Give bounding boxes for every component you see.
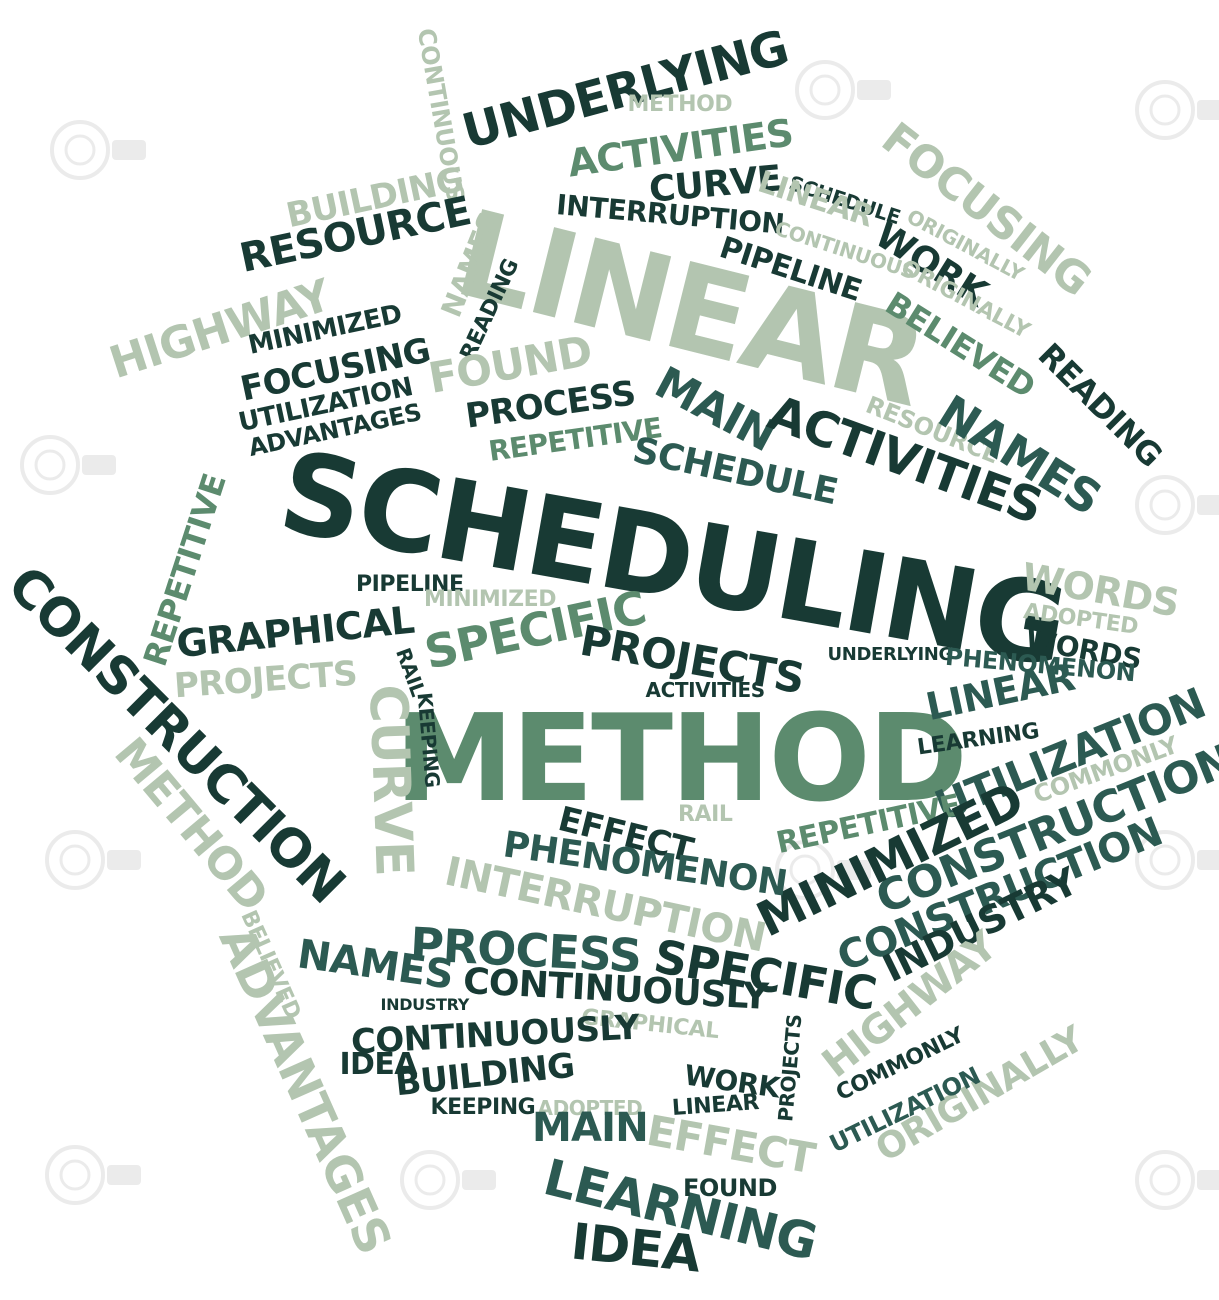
watermark-icon: [1135, 1150, 1219, 1210]
cloud-word: RAIL: [678, 802, 733, 827]
cloud-word: GRAPHICAL: [174, 597, 416, 667]
watermark-icon: [45, 1145, 141, 1205]
cloud-word: INDUSTRY: [380, 995, 470, 1014]
cloud-word: PROJECTS: [172, 653, 358, 707]
watermark-icon: [50, 120, 146, 180]
cloud-word: ACTIVITIES: [645, 678, 766, 702]
cloud-word: IDEA: [567, 1212, 703, 1284]
watermark-icon: [775, 840, 871, 900]
watermark-icon: [795, 60, 891, 120]
cloud-word: UNDERLYING: [827, 644, 954, 665]
watermark-icon: [1135, 80, 1219, 140]
cloud-word: CURVE: [356, 683, 424, 877]
cloud-word: PIPELINE: [356, 572, 464, 597]
watermark-icon: [20, 435, 116, 495]
cloud-word: MAIN: [532, 1105, 649, 1151]
watermark-icon: [400, 1150, 496, 1210]
watermark-icon: [45, 830, 141, 890]
watermark-icon: [1135, 830, 1219, 890]
watermark-icon: [1135, 475, 1219, 535]
cloud-word: MINIMIZED: [424, 587, 557, 612]
cloud-word: FOUND: [683, 1174, 777, 1202]
cloud-word: IDEA: [339, 1047, 418, 1082]
cloud-word: METHOD: [627, 92, 733, 117]
cloud-word: METHOD: [394, 690, 968, 829]
cloud-word: ADOPTED: [537, 1096, 643, 1120]
cloud-word: KEEPING: [430, 1095, 536, 1120]
cloud-word: PROJECTS: [773, 1013, 807, 1123]
